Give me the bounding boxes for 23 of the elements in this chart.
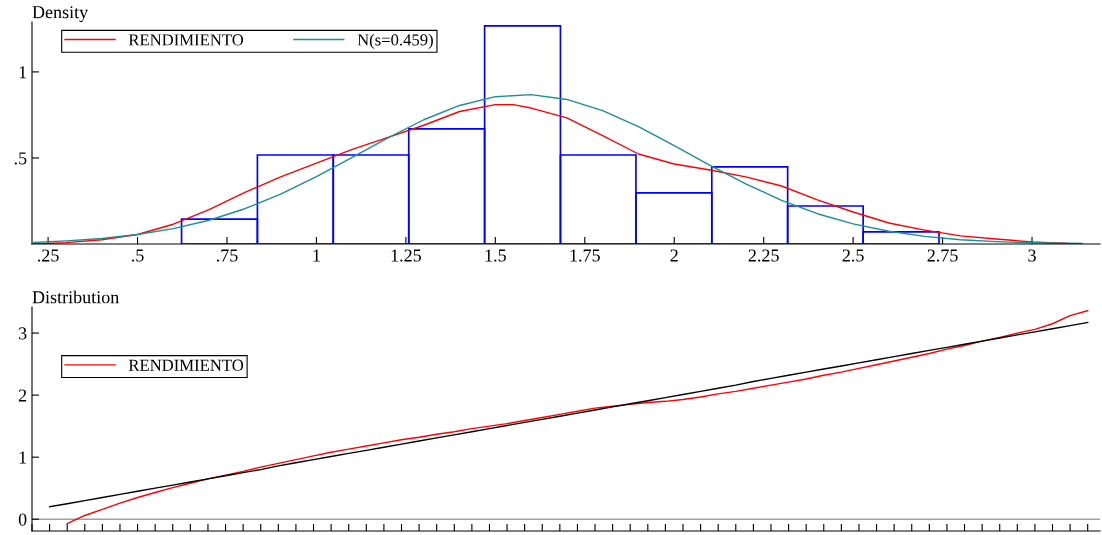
x-tick-label: 2 [670, 249, 678, 262]
x-tick-label: .25 [38, 249, 59, 262]
x-tick-label: 1.25 [391, 249, 421, 262]
y-tick-label: 1 [19, 451, 27, 464]
y-tick-label: 3 [18, 327, 27, 340]
x-tick-label: 2.5 [842, 249, 864, 262]
x-tick-label: 1 [313, 249, 320, 262]
chart-title: Distribution [32, 290, 119, 304]
x-tick-label: .5 [131, 249, 144, 262]
x-tick-label: 2.75 [927, 249, 958, 262]
y-tick-label: .5 [14, 152, 27, 165]
x-tick-label: 1.75 [570, 249, 600, 262]
y-tick-label: 2 [18, 389, 27, 402]
x-tick-label: 1.5 [485, 249, 506, 262]
chart-title: Density [32, 6, 89, 22]
y-tick-label: 1 [19, 66, 27, 79]
x-tick-label: .75 [216, 249, 238, 262]
y-tick-label: 0 [18, 513, 27, 526]
x-tick-label: 3 [1028, 249, 1036, 262]
x-tick-label: 2.25 [748, 249, 779, 262]
legend-label: RENDIMIENTO [128, 359, 244, 371]
legend-label: N(s=0.459) [357, 33, 433, 49]
legend-label: RENDIMIENTO [128, 34, 244, 46]
